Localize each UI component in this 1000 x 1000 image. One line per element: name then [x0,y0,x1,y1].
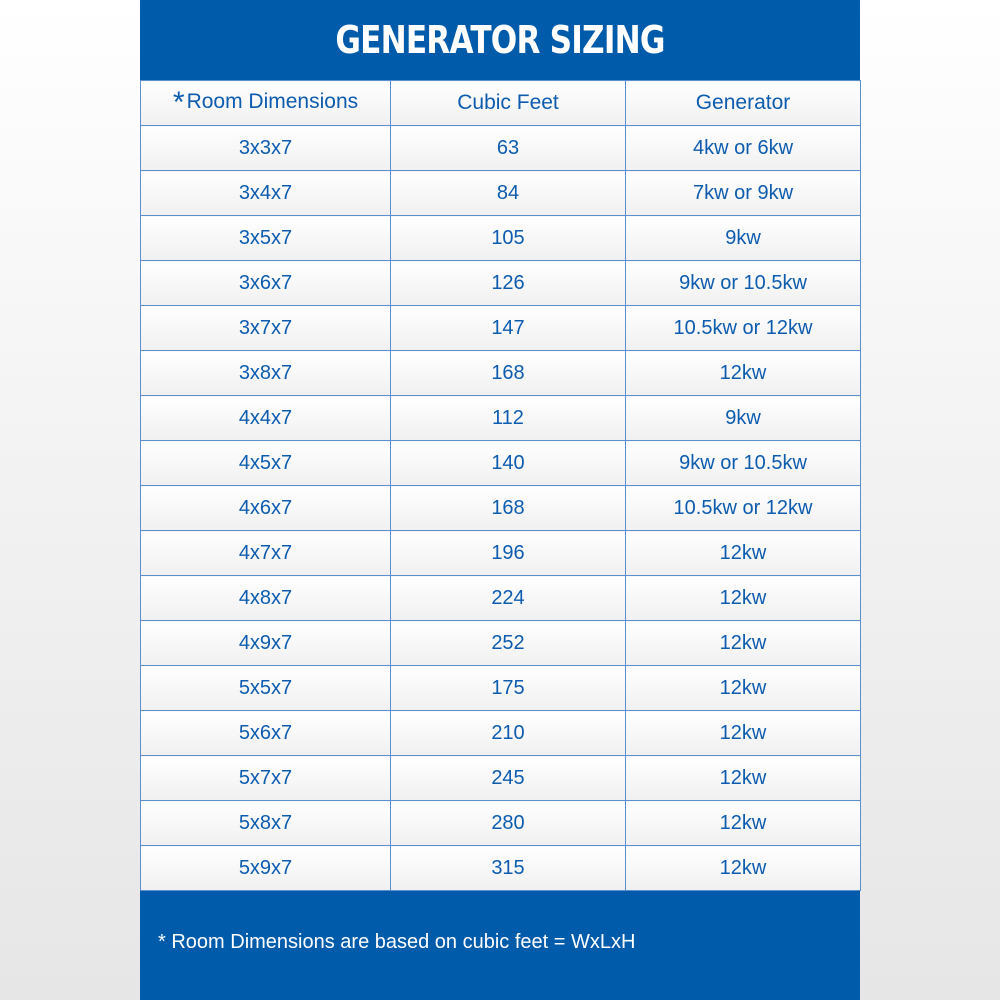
footnote: * Room Dimensions are based on cubic fee… [158,931,636,953]
header-room-dimensions: *Room Dimensions [140,80,391,126]
generator-cell: 12kw [625,575,861,621]
generator-cell: 10.5kw or 12kw [625,485,861,531]
generator-cell: 9kw or 10.5kw [625,260,861,306]
page-title: GENERATOR SIZING [335,18,665,62]
header-generator: Generator [625,80,861,126]
generator-cell: 7kw or 9kw [625,170,861,216]
cubic-feet-cell: 224 [390,575,626,621]
generator-sizing-panel: GENERATOR SIZING *Room Dimensions Cubic … [140,0,861,1000]
table-row: 3x3x7 63 4kw or 6kw [140,125,861,171]
room-dimensions-cell: 3x6x7 [140,260,391,306]
table-row: 5x5x7 175 12kw [140,665,861,711]
room-dimensions-cell: 3x4x7 [140,170,391,216]
cubic-feet-cell: 315 [390,845,626,891]
table-row: 5x9x7 315 12kw [140,845,861,891]
cubic-feet-cell: 280 [390,800,626,846]
cubic-feet-cell: 175 [390,665,626,711]
footnote-band: * Room Dimensions are based on cubic fee… [140,895,860,1000]
generator-cell: 12kw [625,620,861,666]
generator-cell: 12kw [625,665,861,711]
generator-cell: 12kw [625,845,861,891]
table-row: 5x6x7 210 12kw [140,710,861,756]
table-row: 3x4x7 84 7kw or 9kw [140,170,861,216]
header-cubic-feet: Cubic Feet [390,80,626,126]
table-row: 4x8x7 224 12kw [140,575,861,621]
sizing-table: *Room Dimensions Cubic Feet Generator 3x… [140,80,861,891]
table-row: 3x8x7 168 12kw [140,350,861,396]
table-row: 4x5x7 140 9kw or 10.5kw [140,440,861,486]
cubic-feet-cell: 84 [390,170,626,216]
room-dimensions-cell: 3x5x7 [140,215,391,261]
cubic-feet-cell: 196 [390,530,626,576]
room-dimensions-cell: 5x6x7 [140,710,391,756]
room-dimensions-cell: 5x9x7 [140,845,391,891]
cubic-feet-cell: 245 [390,755,626,801]
generator-cell: 12kw [625,710,861,756]
room-dimensions-cell: 5x5x7 [140,665,391,711]
cubic-feet-cell: 112 [390,395,626,441]
room-dimensions-cell: 4x9x7 [140,620,391,666]
room-dimensions-cell: 3x7x7 [140,305,391,351]
table-row: 4x6x7 168 10.5kw or 12kw [140,485,861,531]
header-row: *Room Dimensions Cubic Feet Generator [140,80,861,126]
table-row: 3x5x7 105 9kw [140,215,861,261]
generator-cell: 12kw [625,755,861,801]
table-row: 5x7x7 245 12kw [140,755,861,801]
table-row: 3x7x7 147 10.5kw or 12kw [140,305,861,351]
cubic-feet-cell: 126 [390,260,626,306]
generator-cell: 9kw [625,215,861,261]
room-dimensions-cell: 3x3x7 [140,125,391,171]
room-dimensions-cell: 4x6x7 [140,485,391,531]
room-dimensions-cell: 4x8x7 [140,575,391,621]
cubic-feet-cell: 168 [390,485,626,531]
table-row: 3x6x7 126 9kw or 10.5kw [140,260,861,306]
generator-cell: 12kw [625,350,861,396]
generator-cell: 12kw [625,800,861,846]
generator-cell: 4kw or 6kw [625,125,861,171]
table-row: 4x4x7 112 9kw [140,395,861,441]
cubic-feet-cell: 105 [390,215,626,261]
cubic-feet-cell: 168 [390,350,626,396]
room-dimensions-cell: 5x8x7 [140,800,391,846]
generator-cell: 12kw [625,530,861,576]
room-dimensions-cell: 3x8x7 [140,350,391,396]
table-row: 4x7x7 196 12kw [140,530,861,576]
generator-cell: 9kw [625,395,861,441]
room-dimensions-cell: 5x7x7 [140,755,391,801]
cubic-feet-cell: 210 [390,710,626,756]
cubic-feet-cell: 140 [390,440,626,486]
cubic-feet-cell: 63 [390,125,626,171]
table-row: 4x9x7 252 12kw [140,620,861,666]
room-dimensions-cell: 4x7x7 [140,530,391,576]
generator-cell: 9kw or 10.5kw [625,440,861,486]
generator-cell: 10.5kw or 12kw [625,305,861,351]
cubic-feet-cell: 147 [390,305,626,351]
room-dimensions-cell: 4x4x7 [140,395,391,441]
table-row: 5x8x7 280 12kw [140,800,861,846]
asterisk-icon: * [172,86,185,119]
room-dimensions-cell: 4x5x7 [140,440,391,486]
cubic-feet-cell: 252 [390,620,626,666]
